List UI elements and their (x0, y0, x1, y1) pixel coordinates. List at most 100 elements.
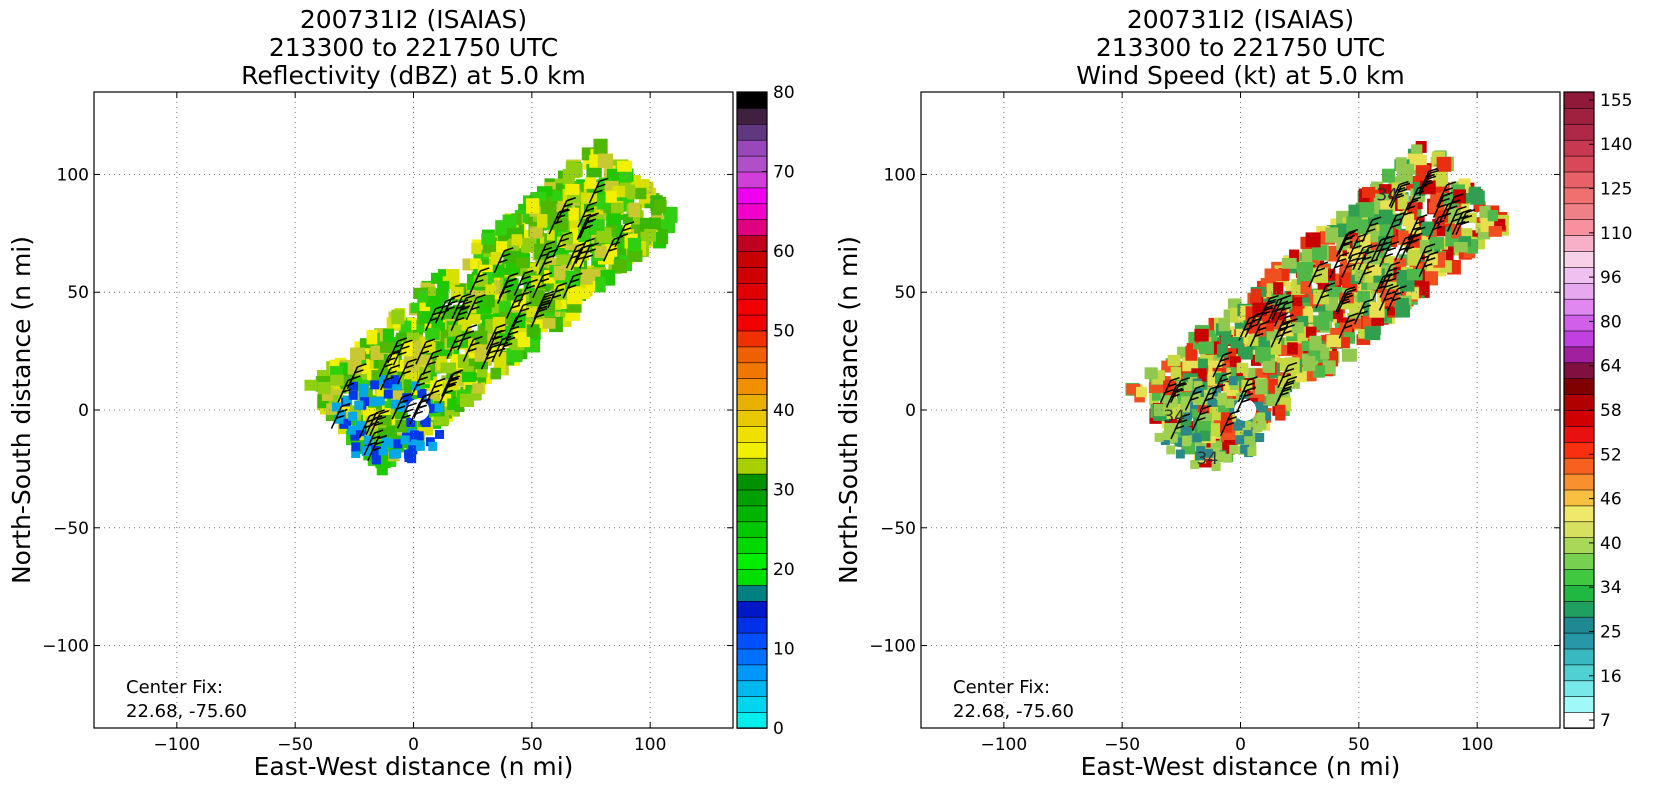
colorbar-tick-label: 125 (1600, 180, 1632, 200)
colorbar-segment (736, 695, 768, 713)
colorbar-segment (1563, 330, 1595, 348)
colorbar-segment (1563, 282, 1595, 300)
colorbar-segment (1563, 171, 1595, 189)
colorbar-segment (736, 409, 768, 427)
center-fix-label: Center Fix: (126, 677, 223, 698)
colorbar-segment (736, 107, 768, 125)
colorbar-segment (736, 473, 768, 491)
colorbar-segment (1563, 107, 1595, 125)
colorbar-segment (1563, 695, 1595, 713)
colorbar-segment (1563, 473, 1595, 491)
colorbar-segment (736, 346, 768, 364)
y-tick-label: 50 (67, 283, 89, 303)
colorbar-tick-label: 10 (773, 640, 795, 660)
y-tick-label: −100 (42, 637, 89, 657)
colorbar-segment (736, 520, 768, 538)
colorbar-segment (736, 330, 768, 348)
y-tick-label: 50 (894, 283, 916, 303)
colorbar-segment (736, 457, 768, 475)
colorbar-segment (736, 377, 768, 395)
colorbar-segment (1563, 425, 1595, 443)
colorbar-tick-label: 30 (773, 481, 795, 501)
colorbar-segment (736, 139, 768, 157)
x-tick-label: 100 (634, 735, 666, 755)
colorbar-tick-label: 52 (1600, 445, 1622, 465)
colorbar-tick-label: 110 (1600, 224, 1632, 244)
colorbar-segment (736, 123, 768, 141)
contour-label: 34 (1163, 407, 1185, 427)
wind-barbs (1159, 167, 1476, 440)
colorbar-segment (736, 600, 768, 618)
colorbar-segment (736, 187, 768, 205)
colorbar-segment (736, 568, 768, 586)
colorbar-segment (1563, 377, 1595, 395)
colorbar-segment (736, 203, 768, 221)
colorbar-segment (1563, 361, 1595, 379)
center-fix-value: 22.68, -75.60 (126, 701, 247, 722)
y-tick-label: 0 (78, 401, 89, 421)
colorbar-segment (736, 552, 768, 570)
x-tick-label: 0 (408, 735, 419, 755)
colorbar-tick-label: 80 (1600, 312, 1622, 332)
colorbar-segment (1563, 266, 1595, 284)
colorbar-segment (736, 361, 768, 379)
colorbar-segment (736, 441, 768, 459)
colorbar-segment (1563, 632, 1595, 650)
colorbar-segment (736, 393, 768, 411)
title-line-3: Wind Speed (kt) at 5.0 km (1076, 61, 1405, 90)
y-tick-label: −50 (880, 519, 916, 539)
colorbar-segment (1563, 648, 1595, 666)
colorbar-tick-label: 60 (773, 242, 795, 262)
x-tick-label: 50 (521, 735, 543, 755)
colorbar-tick-label: 40 (1600, 534, 1622, 554)
colorbar-segment (1563, 234, 1595, 252)
colorbar-segment (736, 664, 768, 682)
colorbar-segment (736, 648, 768, 666)
colorbar-tick-label: 34 (1600, 578, 1622, 598)
title-line-2: 213300 to 221750 UTC (268, 33, 559, 62)
colorbar-segment (1563, 679, 1595, 697)
colorbar-segment (736, 266, 768, 284)
colorbar-segment (1563, 346, 1595, 364)
colorbar-tick-label: 58 (1600, 401, 1622, 421)
title-line-3: Reflectivity (dBZ) at 5.0 km (241, 61, 586, 90)
colorbar-tick-label: 7 (1600, 711, 1611, 731)
colorbar-segment (1563, 441, 1595, 459)
colorbar-segment (1563, 298, 1595, 316)
y-tick-label: −50 (53, 519, 89, 539)
x-axis-label: East-West distance (n mi) (254, 752, 574, 781)
x-tick-label: 100 (1461, 735, 1493, 755)
colorbar-segment (736, 584, 768, 602)
y-tick-label: −100 (869, 637, 916, 657)
colorbar-tick-label: 46 (1600, 490, 1622, 510)
colorbar-segment (1563, 552, 1595, 570)
center-fix-label: Center Fix: (953, 677, 1050, 698)
wind-speed-panel: 200731I2 (ISAIAS) 213300 to 221750 UTC W… (827, 0, 1654, 787)
colorbar-tick-label: 16 (1600, 667, 1622, 687)
x-axis-label: East-West distance (n mi) (1081, 752, 1401, 781)
y-tick-label: 100 (884, 165, 916, 185)
y-axis-label: North-South distance (n mi) (834, 236, 863, 584)
colorbar-tick-label: 155 (1600, 91, 1632, 111)
colorbar-segment (1563, 568, 1595, 586)
colorbar-segment (1563, 664, 1595, 682)
colorbar-segment (736, 91, 768, 109)
contour-label: 34 (1376, 185, 1398, 205)
colorbar-segment (1563, 203, 1595, 221)
colorbar-segment (736, 616, 768, 634)
colorbar-segment (1563, 409, 1595, 427)
x-tick-label: −50 (1104, 735, 1140, 755)
colorbar-segment (736, 171, 768, 189)
x-tick-label: 0 (1235, 735, 1246, 755)
colorbar-segment (1563, 520, 1595, 538)
colorbar: 0 10 20 30 40 50 60 70 80 (736, 83, 795, 739)
title-line-2: 213300 to 221750 UTC (1095, 33, 1386, 62)
colorbar-segment (1563, 505, 1595, 523)
colorbar-tick-label: 40 (773, 401, 795, 421)
x-tick-label: −50 (277, 735, 313, 755)
grid (94, 92, 733, 728)
colorbar-segment (1563, 187, 1595, 205)
colorbar-segment (1563, 314, 1595, 332)
reflectivity-chart-title: 200731I2 (ISAIAS) 213300 to 221750 UTC R… (0, 6, 827, 90)
